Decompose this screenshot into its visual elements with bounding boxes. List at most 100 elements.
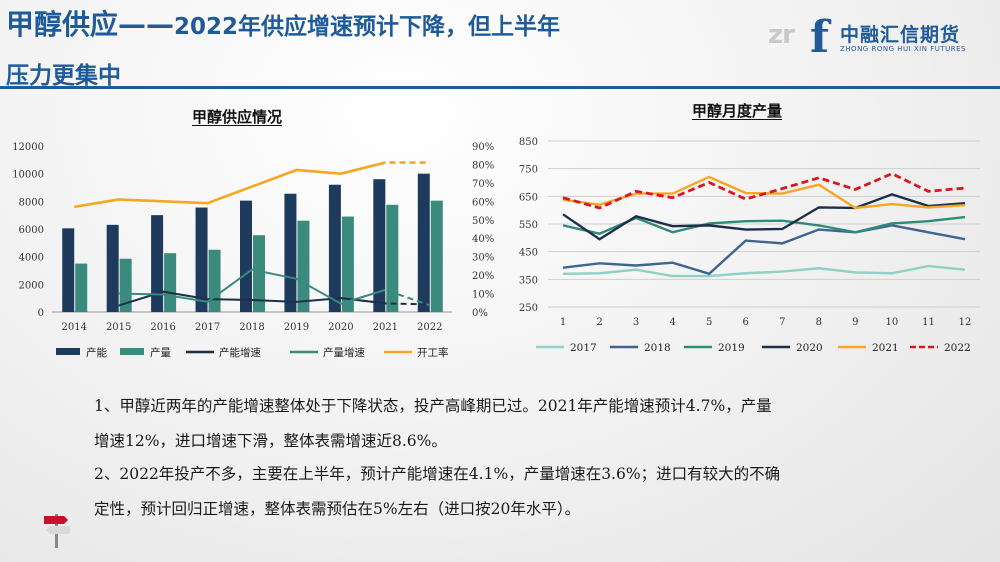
logo-mark: zr (768, 20, 795, 50)
bar-output (164, 253, 177, 312)
y-tick-label: 650 (519, 192, 538, 203)
company-logo: zr f 中融汇信期货 ZHONG RONG HUI XIN FUTURES (768, 12, 988, 63)
bar-output (253, 235, 265, 312)
x-tick-label: 5 (706, 317, 712, 328)
x-tick-label: 10 (886, 317, 899, 328)
supply-chart-title: 甲醇供应情况 (192, 108, 283, 126)
text-line-2: 增速12%，进口增速下滑，整体表需增速近8.6%。 (94, 432, 447, 450)
line-utilization-forecast (340, 161, 430, 175)
y-tick-label: 850 (519, 137, 538, 148)
legend-label: 2018 (644, 342, 671, 354)
legend-swatch (120, 348, 144, 355)
y2-tick-label: 30% (472, 253, 494, 264)
legend-label: 开工率 (417, 346, 449, 359)
x-tick-label: 2017 (195, 322, 220, 333)
y2-tick-label: 20% (472, 271, 494, 282)
text-line-3: 2、2022年投产不多，主要在上半年，预计产能增速在4.1%，产量增速在3.6%… (94, 465, 781, 483)
y-tick-label: 2000 (19, 280, 44, 291)
bar-capacity (417, 173, 430, 312)
title-divider (0, 86, 1000, 89)
bar-capacity (106, 224, 119, 312)
y2-tick-label: 10% (472, 290, 494, 301)
x-tick-label: 7 (779, 317, 785, 328)
x-tick-label: 11 (922, 317, 935, 328)
bar-capacity (328, 184, 341, 312)
y-tick-label: 12000 (12, 142, 44, 153)
title-line2: 压力更集中 (6, 63, 121, 89)
y2-tick-label: 80% (472, 160, 494, 171)
y-tick-label: 8000 (19, 197, 44, 208)
bar-capacity (373, 179, 386, 312)
legend-label: 产量 (150, 346, 171, 359)
x-tick-label: 2020 (328, 322, 353, 333)
bar-output (386, 204, 399, 312)
y2-tick-label: 0% (472, 308, 488, 319)
line-2022 (562, 172, 966, 210)
bar-output (341, 216, 354, 312)
y-tick-label: 4000 (19, 253, 44, 264)
x-tick-label: 1 (560, 317, 566, 328)
page-title: 甲醇供应——2022年供应增速预计下降，但上半年 (6, 8, 560, 44)
logo-cn-name: 中融汇信期货 (840, 24, 961, 46)
x-tick-label: 6 (743, 317, 749, 328)
x-tick-label: 2016 (150, 322, 175, 333)
text-line-1: 1、甲醇近两年的产能增速整体处于下降状态，投产高峰期已过。2021年产能增速预计… (94, 397, 772, 415)
x-tick-label: 8 (816, 317, 822, 328)
x-tick-label: 2015 (106, 322, 131, 333)
y-tick-label: 0 (38, 308, 44, 319)
y2-tick-label: 90% (472, 142, 494, 153)
line-2017 (562, 264, 966, 278)
monthly-chart-title: 甲醇月度产量 (692, 102, 783, 120)
y-tick-label: 750 (519, 165, 538, 176)
legend-label: 2022 (944, 342, 971, 354)
bar-capacity (151, 215, 164, 312)
supply-chart: 0 2000 4000 6000 8000 10000 12000 0% 10% 20% 30% 40… (12, 142, 494, 359)
y-tick-label: 10000 (12, 170, 44, 181)
line-2018 (562, 224, 966, 276)
bar-output (430, 200, 443, 312)
legend-label: 2021 (872, 342, 899, 354)
title-main: 甲醇供应—— (6, 8, 175, 41)
x-tick-label: 12 (959, 317, 972, 328)
x-tick-label: 9 (852, 317, 858, 328)
line-utilization (74, 161, 386, 209)
legend-label: 产能增速 (219, 346, 261, 359)
bar-capacity (240, 200, 252, 312)
legend-swatch (56, 348, 80, 355)
bar-output (119, 258, 132, 312)
logo-f-mark: f (810, 12, 829, 63)
bar-capacity (195, 207, 208, 312)
y-tick-label: 250 (519, 303, 538, 314)
text-line-4: 定性，预计回归正增速，整体表需预估在5%左右（进口按20年水平）。 (94, 500, 581, 518)
y2-tick-label: 70% (472, 179, 494, 190)
y-tick-label: 550 (519, 220, 538, 231)
y-tick-label: 450 (519, 248, 538, 259)
x-tick-label: 2021 (373, 322, 398, 333)
bar-output (208, 249, 221, 312)
y2-tick-label: 50% (472, 216, 494, 227)
y-tick-label: 6000 (19, 225, 44, 236)
legend-label: 产能 (86, 346, 107, 359)
x-tick-label: 3 (633, 317, 639, 328)
legend-label: 2017 (570, 342, 597, 354)
x-tick-label: 2019 (284, 322, 309, 333)
x-tick-label: 2022 (417, 322, 442, 333)
legend-label: 2020 (796, 342, 823, 354)
x-tick-label: 2014 (61, 322, 86, 333)
legend-label: 2019 (718, 342, 745, 354)
bar-capacity (62, 228, 75, 312)
y-tick-label: 350 (519, 275, 538, 286)
signpost-icon (44, 514, 70, 548)
y2-tick-label: 40% (472, 234, 494, 245)
line-output-growth-forecast (340, 288, 431, 307)
bar-capacity (284, 193, 297, 312)
logo-en-name: ZHONG RONG HUI XIN FUTURES (840, 45, 966, 53)
x-tick-label: 4 (669, 317, 675, 328)
y2-tick-label: 60% (472, 197, 494, 208)
bar-output (75, 263, 88, 312)
legend-label: 产量增速 (323, 346, 365, 359)
bar-output (297, 220, 310, 312)
x-tick-label: 2 (596, 317, 602, 328)
